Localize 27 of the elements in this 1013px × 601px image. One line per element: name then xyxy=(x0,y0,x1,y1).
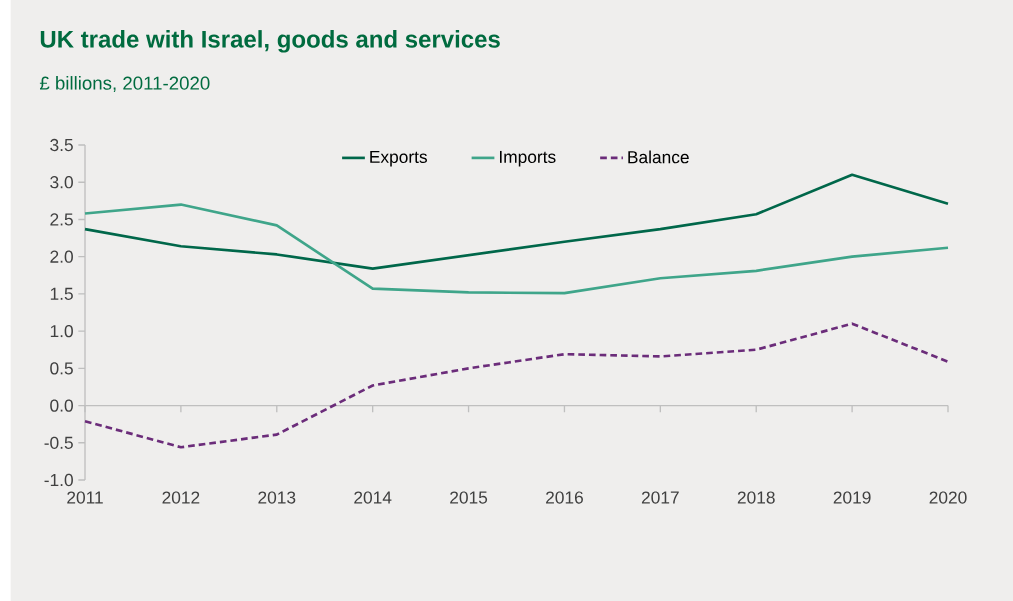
y-tick-label: -0.5 xyxy=(44,436,73,449)
x-tick-label: 2012 xyxy=(162,491,200,504)
legend-label: Balance xyxy=(628,150,689,164)
y-tick-label: 1.5 xyxy=(50,287,73,300)
y-tick-label: 3.0 xyxy=(50,176,73,189)
x-tick-label: 2013 xyxy=(258,491,296,504)
x-tick-label: 2018 xyxy=(737,491,775,504)
chart-subtitle: £ billions, 2011-2020 xyxy=(39,76,210,92)
line-series xyxy=(83,203,950,295)
y-tick-label: 2.0 xyxy=(50,250,73,263)
y-tick-label: 3.5 xyxy=(50,138,73,152)
y-tick-label: 0.5 xyxy=(50,362,73,375)
y-tick-label: 0.0 xyxy=(50,399,73,412)
y-tick-label: 2.5 xyxy=(50,213,73,226)
x-tick-label: 2015 xyxy=(450,491,488,504)
x-tick-label: 2014 xyxy=(354,491,392,504)
y-tick-label: -1.0 xyxy=(44,473,73,487)
x-tick-label: 2019 xyxy=(833,491,871,504)
line-series xyxy=(83,322,950,449)
legend-label: Exports xyxy=(370,150,427,167)
x-tick-label: 2016 xyxy=(546,491,583,504)
chart-title: UK trade with Israel, goods and services xyxy=(40,30,500,53)
y-tick-label: 1.0 xyxy=(50,324,73,338)
x-tick-label: 2020 xyxy=(929,491,967,504)
x-tick-label: 2017 xyxy=(641,491,679,504)
x-tick-label: 2011 xyxy=(67,491,103,504)
legend-label: Imports xyxy=(499,150,556,167)
